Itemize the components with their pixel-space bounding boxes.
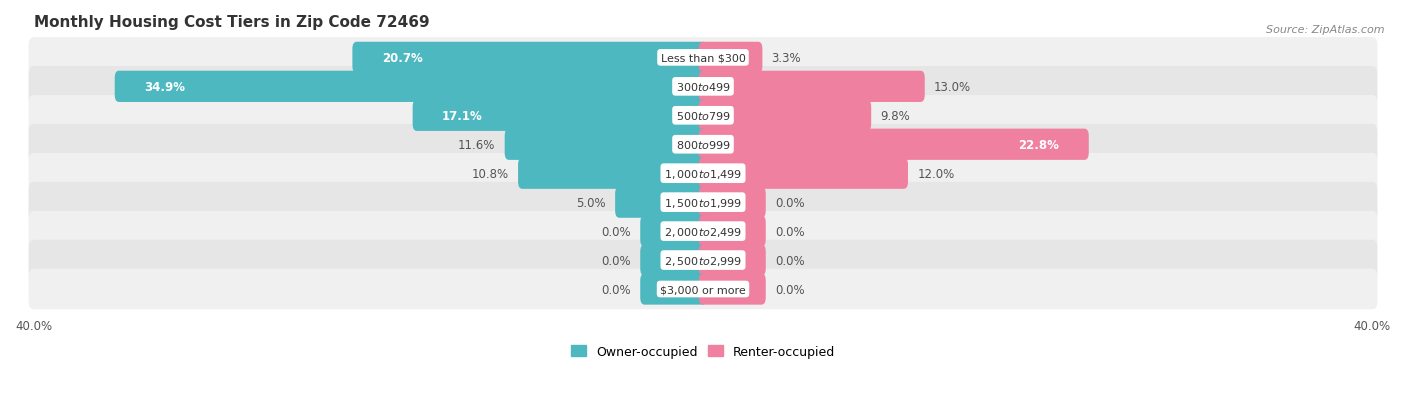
- FancyBboxPatch shape: [28, 67, 1378, 107]
- FancyBboxPatch shape: [699, 216, 766, 247]
- Text: 3.3%: 3.3%: [772, 52, 801, 65]
- Text: 22.8%: 22.8%: [1018, 138, 1060, 152]
- Text: $1,500 to $1,999: $1,500 to $1,999: [664, 196, 742, 209]
- Text: $2,500 to $2,999: $2,500 to $2,999: [664, 254, 742, 267]
- FancyBboxPatch shape: [640, 274, 707, 305]
- Legend: Owner-occupied, Renter-occupied: Owner-occupied, Renter-occupied: [567, 340, 839, 363]
- Text: Less than $300: Less than $300: [661, 53, 745, 63]
- Text: Monthly Housing Cost Tiers in Zip Code 72469: Monthly Housing Cost Tiers in Zip Code 7…: [34, 15, 429, 30]
- Text: 17.1%: 17.1%: [441, 109, 482, 123]
- Text: $1,000 to $1,499: $1,000 to $1,499: [664, 167, 742, 180]
- FancyBboxPatch shape: [28, 183, 1378, 223]
- Text: $300 to $499: $300 to $499: [675, 81, 731, 93]
- Text: 0.0%: 0.0%: [602, 283, 631, 296]
- Text: $2,000 to $2,499: $2,000 to $2,499: [664, 225, 742, 238]
- FancyBboxPatch shape: [517, 158, 707, 190]
- FancyBboxPatch shape: [640, 245, 707, 276]
- FancyBboxPatch shape: [28, 38, 1378, 78]
- Text: 5.0%: 5.0%: [576, 196, 606, 209]
- Text: 13.0%: 13.0%: [934, 81, 972, 94]
- FancyBboxPatch shape: [699, 187, 766, 218]
- Text: 0.0%: 0.0%: [602, 225, 631, 238]
- FancyBboxPatch shape: [115, 71, 707, 103]
- Text: 20.7%: 20.7%: [381, 52, 422, 65]
- Text: 9.8%: 9.8%: [880, 109, 910, 123]
- FancyBboxPatch shape: [640, 216, 707, 247]
- Text: Source: ZipAtlas.com: Source: ZipAtlas.com: [1267, 25, 1385, 35]
- FancyBboxPatch shape: [699, 158, 908, 190]
- FancyBboxPatch shape: [699, 100, 872, 132]
- FancyBboxPatch shape: [616, 187, 707, 218]
- Text: $500 to $799: $500 to $799: [675, 110, 731, 122]
- Text: 34.9%: 34.9%: [143, 81, 186, 94]
- FancyBboxPatch shape: [699, 43, 762, 74]
- FancyBboxPatch shape: [699, 71, 925, 103]
- Text: 11.6%: 11.6%: [458, 138, 495, 152]
- Text: 0.0%: 0.0%: [775, 254, 804, 267]
- FancyBboxPatch shape: [699, 129, 1088, 161]
- FancyBboxPatch shape: [505, 129, 707, 161]
- FancyBboxPatch shape: [28, 269, 1378, 309]
- Text: 10.8%: 10.8%: [472, 167, 509, 180]
- FancyBboxPatch shape: [28, 211, 1378, 252]
- FancyBboxPatch shape: [28, 240, 1378, 281]
- FancyBboxPatch shape: [412, 100, 707, 132]
- Text: 12.0%: 12.0%: [917, 167, 955, 180]
- FancyBboxPatch shape: [699, 274, 766, 305]
- Text: 0.0%: 0.0%: [602, 254, 631, 267]
- FancyBboxPatch shape: [353, 43, 707, 74]
- Text: $3,000 or more: $3,000 or more: [661, 284, 745, 294]
- FancyBboxPatch shape: [28, 154, 1378, 194]
- Text: 0.0%: 0.0%: [775, 225, 804, 238]
- Text: $800 to $999: $800 to $999: [675, 139, 731, 151]
- Text: 0.0%: 0.0%: [775, 283, 804, 296]
- FancyBboxPatch shape: [699, 245, 766, 276]
- Text: 0.0%: 0.0%: [775, 196, 804, 209]
- FancyBboxPatch shape: [28, 125, 1378, 165]
- FancyBboxPatch shape: [28, 96, 1378, 136]
